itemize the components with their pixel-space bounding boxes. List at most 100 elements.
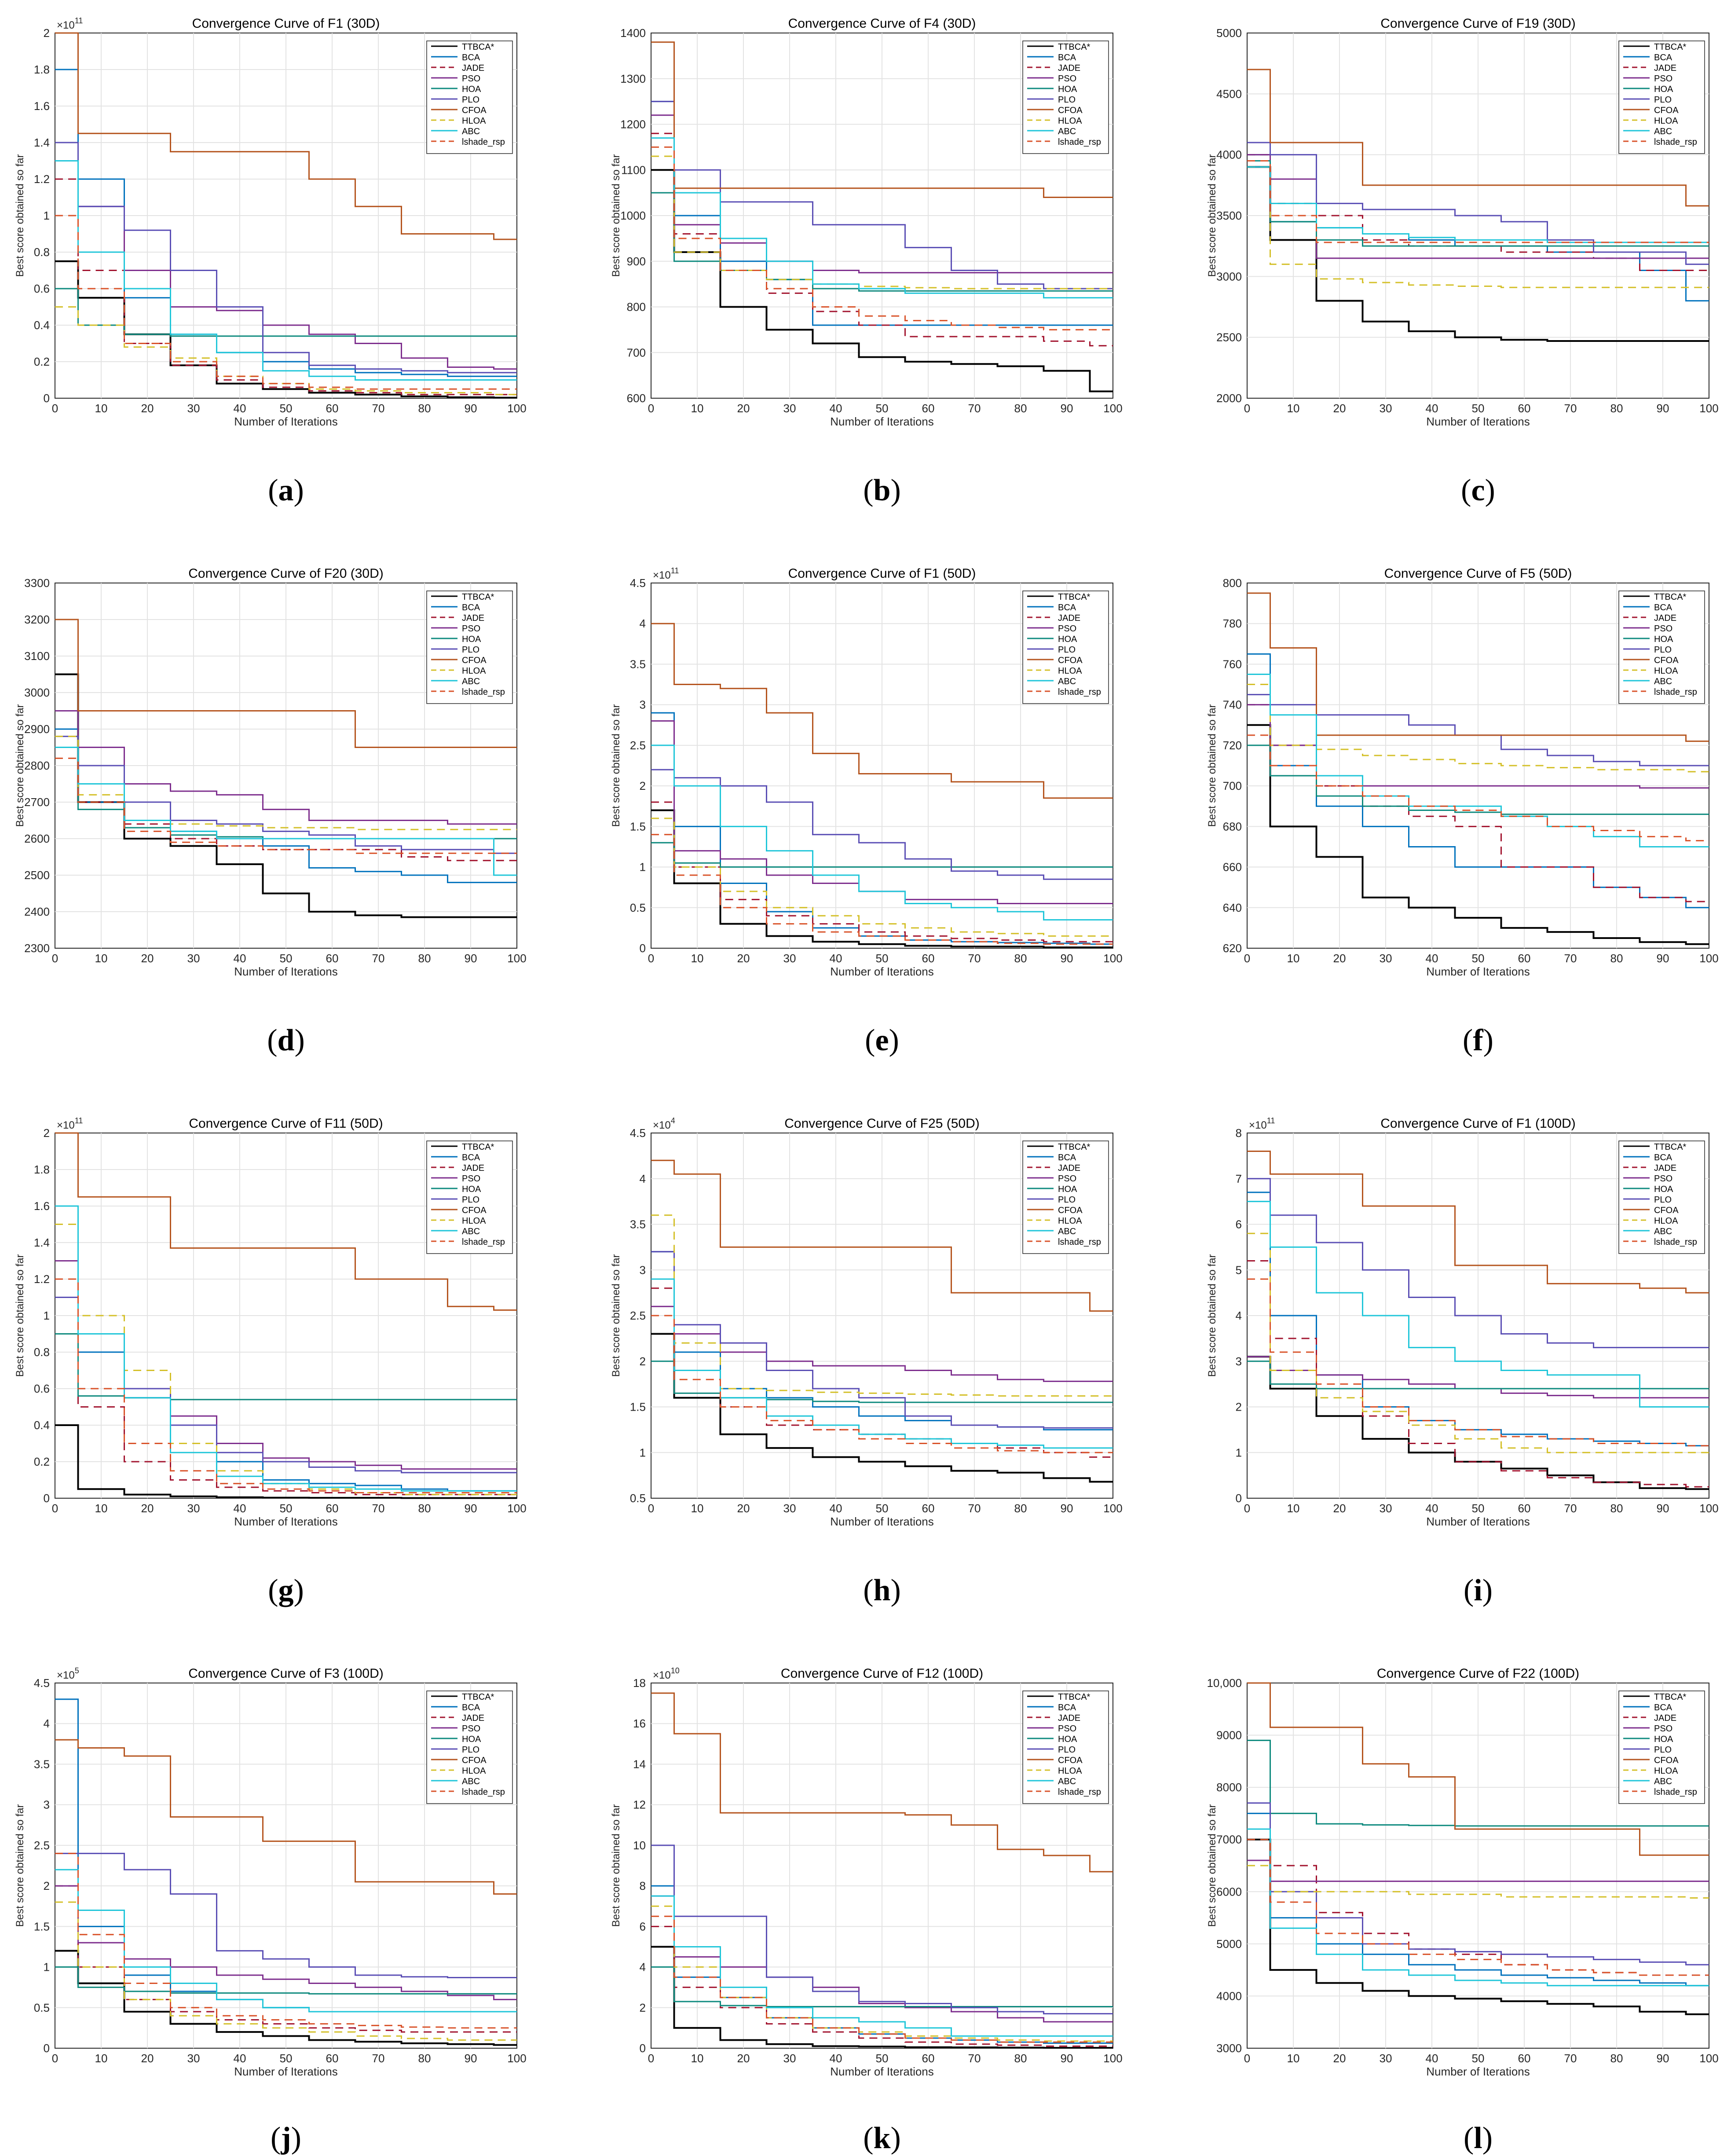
y-tick-label: 3000 — [1216, 270, 1242, 283]
y-tick-label: 640 — [1223, 901, 1242, 914]
x-tick-label: 90 — [1061, 952, 1073, 965]
panel-caption: (g) — [268, 1573, 304, 1607]
y-tick-label: 6000 — [1216, 1885, 1242, 1898]
legend-box — [426, 590, 513, 704]
chart-title: Convergence Curve of F22 (100D) — [1377, 1666, 1579, 1681]
x-tick-label: 80 — [418, 402, 431, 415]
legend-entry: JADE — [462, 613, 484, 623]
y-axis-label: Best score obtained so far — [14, 1804, 26, 1927]
x-tick-label: 50 — [280, 952, 293, 965]
x-tick-label: 20 — [141, 402, 154, 415]
x-tick-label: 30 — [187, 402, 200, 415]
y-tick-label: 4 — [640, 617, 646, 630]
x-axis-label: Number of Iterations — [234, 1515, 338, 1528]
legend-entry: PSO — [1058, 1174, 1076, 1184]
legend-entry: JADE — [1058, 1713, 1080, 1723]
x-axis-label: Number of Iterations — [1426, 415, 1530, 428]
x-tick-label: 40 — [1426, 2052, 1438, 2065]
y-tick-label: 7000 — [1216, 1833, 1242, 1846]
x-tick-label: 10 — [691, 952, 704, 965]
x-tick-label: 90 — [1657, 2052, 1669, 2065]
series-line-jade — [1247, 1260, 1709, 1488]
series-line-abc — [55, 747, 517, 876]
y-tick-label: 8 — [1236, 1126, 1242, 1140]
x-tick-label: 30 — [1380, 402, 1392, 415]
legend-entry: PLO — [462, 95, 479, 105]
legend-entry: PSO — [1654, 1174, 1672, 1184]
y-tick-label: 0.5 — [34, 2001, 50, 2014]
legend-entry: lshade_rsp — [1654, 1787, 1697, 1797]
y-tick-label: 4500 — [1216, 87, 1242, 100]
legend-entry: HLOA — [462, 1766, 486, 1776]
x-tick-label: 90 — [1657, 952, 1669, 965]
y-tick-label: 3.5 — [630, 657, 646, 671]
y-axis-label: Best score obtained so far — [14, 704, 26, 827]
legend-entry: JADE — [1654, 63, 1676, 73]
y-axis-label: Best score obtained so far — [1206, 1804, 1218, 1927]
series-line-cfoa — [55, 1739, 517, 1895]
legend-entry: CFOA — [1654, 1206, 1679, 1215]
legend-entry: CFOA — [462, 1756, 487, 1765]
x-tick-label: 20 — [737, 1502, 750, 1515]
panel-caption: (h) — [863, 1573, 901, 1607]
series-line-abc — [651, 744, 1113, 920]
chart-c: 2000 2500 3000 3500 4000 4500 5000 0 10 20 30 40 50 6… — [1206, 16, 1719, 428]
y-tick-label: 4.5 — [34, 1676, 50, 1690]
legend-entry: PSO — [1058, 74, 1076, 84]
legend-entry: ABC — [462, 1227, 480, 1236]
legend-entry: HOA — [1058, 634, 1077, 644]
x-tick-label: 20 — [737, 2052, 750, 2065]
x-tick-label: 70 — [1564, 1502, 1577, 1515]
legend-entry: HLOA — [462, 116, 486, 126]
y-tick-label: 4000 — [1216, 148, 1242, 161]
y-tick-label: 2 — [44, 1126, 50, 1140]
x-tick-label: 0 — [1244, 952, 1250, 965]
y-tick-label: 3 — [44, 1798, 50, 1811]
x-tick-label: 50 — [1472, 952, 1485, 965]
legend-entry: HOA — [462, 84, 481, 94]
x-axis-label: Number of Iterations — [1426, 965, 1530, 978]
legend-entry: BCA — [1058, 1703, 1076, 1712]
series-line-abc — [1247, 1828, 1709, 1987]
x-tick-label: 60 — [326, 2052, 339, 2065]
series-line-hloa — [1247, 166, 1709, 288]
y-tick-label: 1.4 — [34, 136, 50, 149]
series-line-jade — [1247, 1865, 1709, 1976]
x-tick-label: 30 — [187, 952, 200, 965]
y-tick-label: 660 — [1223, 861, 1242, 874]
x-tick-label: 70 — [968, 2052, 981, 2065]
legend-entry: TTBCA* — [462, 1692, 494, 1702]
legend-entry: PLO — [1654, 1195, 1672, 1205]
y-tick-label: 10,000 — [1207, 1676, 1242, 1690]
series-line-ttbca- — [651, 1333, 1113, 1483]
y-tick-label: 1 — [44, 1961, 50, 1974]
legend-box — [1022, 1140, 1109, 1254]
legend-entry: CFOA — [1058, 1756, 1083, 1765]
y-tick-label: 14 — [633, 1757, 646, 1771]
series-line-pso — [1247, 154, 1709, 259]
series-line-cfoa — [651, 1692, 1113, 1873]
chart-title: Convergence Curve of F20 (30D) — [188, 566, 384, 581]
chart-title: Convergence Curve of F1 (30D) — [192, 16, 380, 31]
legend-entry: HOA — [1058, 84, 1077, 94]
legend-entry: CFOA — [1654, 1756, 1679, 1765]
series-line-lshade-rsp — [651, 834, 1113, 945]
series-line-plo — [651, 769, 1113, 880]
x-tick-label: 50 — [1472, 2052, 1485, 2065]
x-tick-label: 30 — [1380, 952, 1392, 965]
axis-exponent: ×1010 — [653, 1666, 680, 1681]
series-line-abc — [1247, 674, 1709, 847]
chart-title: Convergence Curve of F25 (50D) — [784, 1116, 980, 1131]
y-tick-label: 0.8 — [34, 1346, 50, 1359]
axis-exponent: ×1011 — [57, 16, 83, 31]
series-line-pso — [1247, 1859, 1709, 1882]
panel-caption: (k) — [863, 2121, 901, 2155]
legend-entry: CFOA — [1058, 106, 1083, 115]
y-tick-label: 2500 — [1216, 331, 1242, 344]
x-tick-label: 70 — [1564, 402, 1577, 415]
y-tick-label: 2 — [44, 26, 50, 40]
legend-entry: CFOA — [462, 656, 487, 665]
x-tick-label: 50 — [1472, 402, 1485, 415]
legend-entry: HLOA — [1654, 1766, 1678, 1776]
legend-entry: HLOA — [462, 666, 486, 676]
